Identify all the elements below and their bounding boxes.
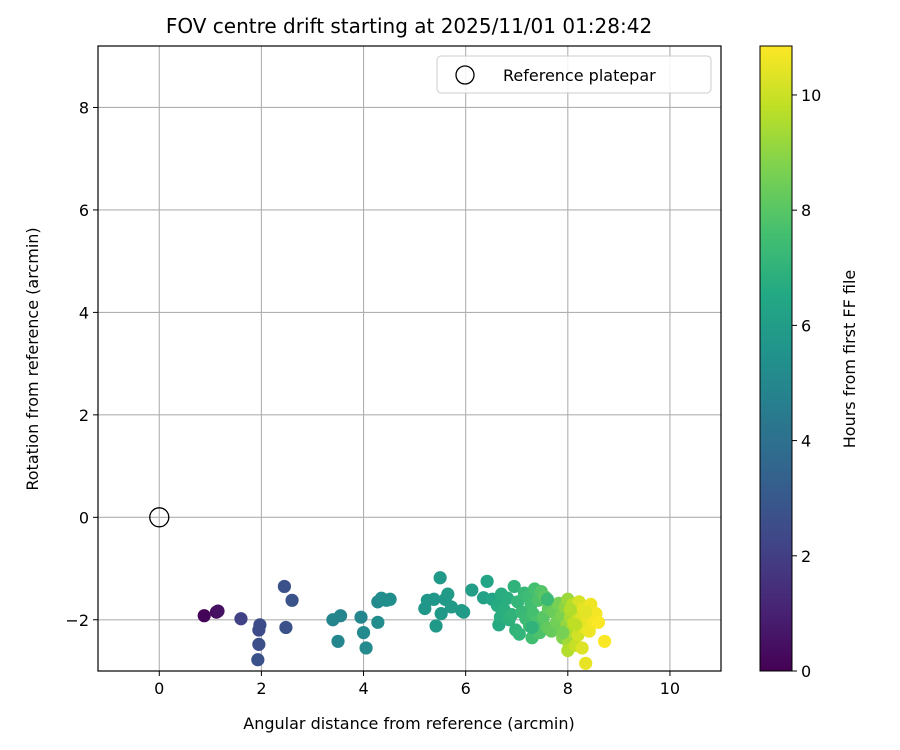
data-point xyxy=(354,610,368,624)
data-point xyxy=(252,637,266,651)
data-point xyxy=(591,615,606,629)
legend-box xyxy=(436,55,712,94)
data-point xyxy=(512,627,526,641)
chart-title: FOV centre drift starting at 2025/11/01 … xyxy=(166,14,652,38)
data-point xyxy=(540,592,554,606)
y-axis-label: Rotation from reference (arcmin) xyxy=(23,227,42,490)
y-axis-ticks: −2 0 2 4 6 8 xyxy=(65,98,98,630)
data-point xyxy=(371,615,385,629)
data-point xyxy=(285,593,299,607)
x-tick-label: 6 xyxy=(461,679,471,698)
y-tick-label: 0 xyxy=(79,508,89,527)
data-point xyxy=(333,609,348,623)
data-point xyxy=(211,604,225,618)
data-point xyxy=(234,612,248,626)
colorbar-tick-label: 10 xyxy=(801,86,821,105)
x-tick-label: 10 xyxy=(660,679,680,698)
data-point xyxy=(434,607,448,621)
colorbar: 0 2 4 6 8 10 Hours from first FF file xyxy=(759,45,859,681)
data-point xyxy=(480,574,494,588)
data-point xyxy=(251,653,265,667)
x-tick-label: 0 xyxy=(154,679,164,698)
data-point xyxy=(253,618,267,632)
data-point xyxy=(429,619,443,633)
y-tick-label: 2 xyxy=(79,406,89,425)
y-tick-label: −2 xyxy=(65,611,89,630)
data-point xyxy=(277,579,291,594)
data-point xyxy=(563,602,577,617)
data-point xyxy=(556,625,570,640)
data-point xyxy=(597,634,612,648)
reference-platepar-marker xyxy=(149,507,170,528)
data-point xyxy=(444,600,458,614)
data-point xyxy=(197,609,211,623)
grid-lines xyxy=(98,46,721,671)
data-points xyxy=(197,571,612,670)
data-point xyxy=(356,625,371,640)
legend: Reference platepar xyxy=(436,55,712,94)
data-point xyxy=(433,571,447,585)
colorbar-tick-label: 6 xyxy=(801,316,811,335)
data-point xyxy=(500,591,515,605)
x-tick-label: 4 xyxy=(358,679,368,698)
data-point xyxy=(575,641,589,655)
y-tick-label: 4 xyxy=(79,303,89,322)
data-point xyxy=(525,620,539,635)
data-point xyxy=(507,579,521,594)
plot-frame xyxy=(97,45,722,672)
data-point xyxy=(441,587,455,601)
data-point xyxy=(331,634,345,648)
colorbar-tick-label: 0 xyxy=(801,662,811,681)
colorbar-tick-label: 8 xyxy=(801,201,811,220)
x-tick-label: 2 xyxy=(256,679,266,698)
colorbar-label: Hours from first FF file xyxy=(840,270,859,449)
data-point xyxy=(579,656,593,670)
colorbar-tick-label: 2 xyxy=(801,547,811,566)
reference-marker-layer xyxy=(149,507,170,528)
data-point xyxy=(383,592,397,606)
legend-reference-marker xyxy=(455,65,475,85)
x-axis-label: Angular distance from reference (arcmin) xyxy=(243,714,574,733)
colorbar-ticks: 0 2 4 6 8 10 xyxy=(792,86,821,681)
data-point xyxy=(505,608,519,622)
data-point xyxy=(568,618,583,632)
colorbar-tick-label: 4 xyxy=(801,432,811,451)
y-tick-label: 8 xyxy=(79,98,89,117)
data-point xyxy=(465,583,479,597)
colorbar-gradient xyxy=(759,45,793,672)
data-point xyxy=(279,620,293,635)
data-point xyxy=(457,605,471,619)
data-point xyxy=(427,592,441,606)
legend-label-reference: Reference platepar xyxy=(503,66,656,85)
y-tick-label: 6 xyxy=(79,201,89,220)
x-tick-label: 8 xyxy=(563,679,573,698)
data-point xyxy=(359,641,373,655)
data-point xyxy=(579,605,593,619)
x-axis-ticks: 0 2 4 6 8 10 xyxy=(154,671,680,698)
